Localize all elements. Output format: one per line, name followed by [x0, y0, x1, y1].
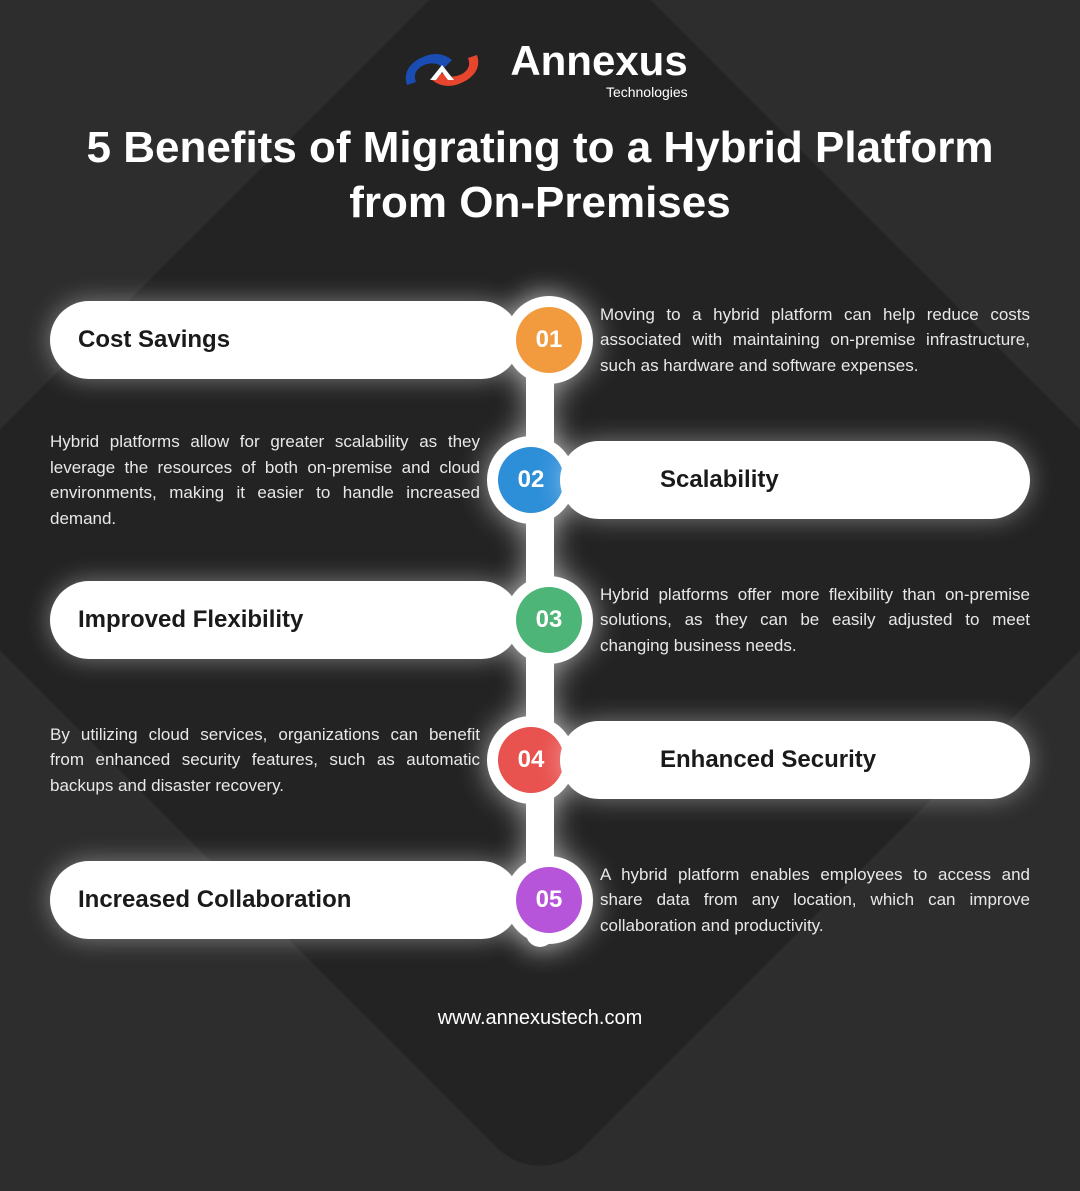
benefit-description: Moving to a hybrid platform can help red…: [600, 302, 1030, 379]
benefit-heading: Cost Savings: [78, 326, 230, 354]
logo-area: Annexus Technologies: [50, 40, 1030, 100]
benefit-heading: Enhanced Security: [660, 746, 1002, 774]
benefit-description: Hybrid platforms allow for greater scala…: [50, 429, 480, 531]
number-badge: 05: [516, 867, 582, 933]
number-circle: 01: [505, 296, 593, 384]
brand-name: Annexus: [510, 40, 687, 82]
list-item: Improved Flexibility 03 Hybrid platforms…: [50, 550, 1030, 690]
benefit-pill: Scalability: [560, 441, 1030, 519]
logo-text: Annexus Technologies: [510, 40, 687, 100]
benefit-description: A hybrid platform enables employees to a…: [600, 862, 1030, 939]
number-circle: 03: [505, 576, 593, 664]
list-item: By utilizing cloud services, organizatio…: [50, 690, 1030, 830]
number-badge: 02: [498, 447, 564, 513]
brand-subtitle: Technologies: [510, 84, 687, 100]
benefit-pill: Increased Collaboration: [50, 861, 520, 939]
benefit-pill: Enhanced Security: [560, 721, 1030, 799]
number-badge: 03: [516, 587, 582, 653]
footer-url: www.annexustech.com: [50, 1007, 1030, 1040]
benefit-heading: Scalability: [660, 466, 1002, 494]
number-badge: 01: [516, 307, 582, 373]
benefit-description: Hybrid platforms offer more flexibility …: [600, 582, 1030, 659]
benefits-list: Cost Savings 01 Moving to a hybrid platf…: [50, 270, 1030, 1007]
logo-icon: [392, 40, 492, 100]
number-badge: 04: [498, 727, 564, 793]
benefit-pill: Cost Savings: [50, 301, 520, 379]
content-wrapper: Annexus Technologies 5 Benefits of Migra…: [0, 0, 1080, 1080]
benefit-heading: Improved Flexibility: [78, 606, 303, 634]
page-title: 5 Benefits of Migrating to a Hybrid Plat…: [50, 120, 1030, 230]
number-circle: 05: [505, 856, 593, 944]
list-item: Hybrid platforms allow for greater scala…: [50, 410, 1030, 550]
list-item: Increased Collaboration 05 A hybrid plat…: [50, 830, 1030, 970]
benefit-description: By utilizing cloud services, organizatio…: [50, 722, 480, 799]
benefit-pill: Improved Flexibility: [50, 581, 520, 659]
list-item: Cost Savings 01 Moving to a hybrid platf…: [50, 270, 1030, 410]
benefit-heading: Increased Collaboration: [78, 886, 351, 914]
